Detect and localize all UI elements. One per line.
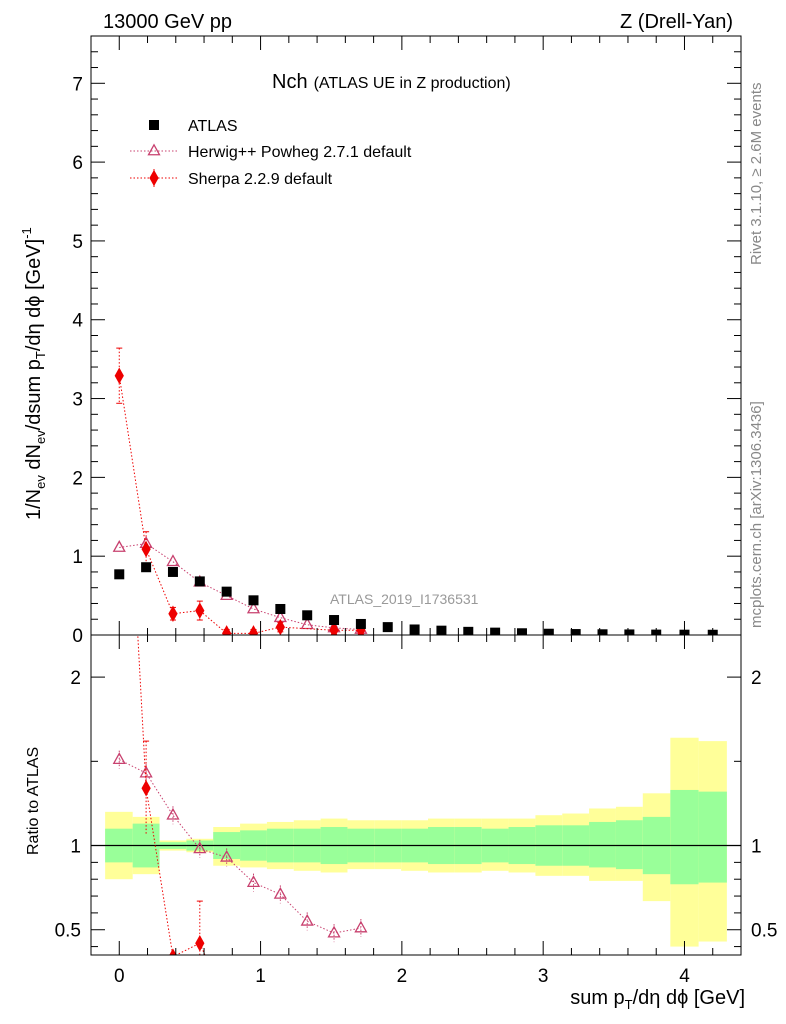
herwig-ratio-point <box>327 925 341 938</box>
sherpa-main-point <box>275 618 285 635</box>
axis-ticks <box>90 36 742 955</box>
atlas-data-point <box>624 629 635 635</box>
sherpa-main-point <box>141 540 151 558</box>
x-tick-label: 1 <box>255 966 266 987</box>
atlas-data-point <box>516 628 527 635</box>
legend: ATLAS Herwig++ Powheg 2.7.1 default Sherpa… <box>130 118 412 188</box>
atlas-data-point <box>355 618 366 629</box>
legend-label: Sherpa 2.2.9 default <box>188 171 333 188</box>
header-process: Z (Drell-Yan) <box>620 11 733 33</box>
herwig-ratio-point <box>112 752 126 765</box>
ratio-y-tick-label-left: 0.5 <box>55 921 81 942</box>
ratio-y-tick-label-left: 2 <box>70 668 81 689</box>
ratio-y-tick-label-right: 2 <box>751 668 762 689</box>
main-y-axis-label: 1/Nev dNev/dsum pT/dη dϕ [GeV]-1 <box>19 227 48 520</box>
x-tick-label: 3 <box>538 966 549 987</box>
atlas-data-point <box>382 622 393 633</box>
sherpa-ratio-point <box>115 287 124 304</box>
x-tick-label: 4 <box>679 966 690 987</box>
atlas-data-point <box>463 626 474 635</box>
ratio-plot-frame <box>90 634 742 956</box>
sherpa-main-line <box>118 375 361 634</box>
atlas-data-point <box>302 610 313 621</box>
main-plot-data <box>112 347 718 635</box>
main-y-tick-label: 2 <box>72 468 83 489</box>
main-y-tick-label: 1 <box>72 547 83 568</box>
herwig-ratio-point <box>193 841 207 854</box>
atlas-data-point <box>114 569 125 580</box>
mcplots-label: mcplots.cern.ch [arXiv:1306.3436] <box>748 401 765 628</box>
ratio-plot-data <box>112 287 368 1014</box>
sherpa-ratio-point <box>222 997 231 1014</box>
main-y-tick-label: 4 <box>72 311 83 332</box>
sherpa-main-point <box>222 625 232 635</box>
ratio-y-axis-label: Ratio to ATLAS <box>25 747 42 855</box>
plot-subtitle: (ATLAS UE in Z production) <box>314 75 511 92</box>
sherpa-main-point <box>195 602 205 619</box>
legend-sherpa-marker <box>149 169 159 187</box>
legend-label: ATLAS <box>188 118 238 135</box>
main-y-tick-label: 3 <box>72 390 83 411</box>
main-y-tick-label: 7 <box>72 74 83 95</box>
herwig-ratio-point <box>166 807 180 820</box>
legend-label: Herwig++ Powheg 2.7.1 default <box>188 144 412 161</box>
legend-atlas-marker <box>149 120 159 130</box>
ratio-y-tick-label-left: 1 <box>70 837 81 858</box>
atlas-data-point <box>194 576 205 587</box>
herwig-main-point <box>166 554 180 567</box>
ratio-y-tick-label-right: 0.5 <box>751 921 777 942</box>
ratio-inner-band-segment <box>615 820 643 870</box>
ratio-y-tick-label-right: 1 <box>751 837 762 858</box>
ratio-uncertainty-bands <box>91 737 741 947</box>
atlas-data-point <box>329 615 340 626</box>
atlas-data-point <box>248 595 259 606</box>
sherpa-ratio-point <box>249 997 258 1014</box>
x-tick-label: 0 <box>114 966 125 987</box>
atlas-data-point <box>167 566 178 577</box>
main-y-tick-label: 0 <box>72 626 83 647</box>
sherpa-ratio-point <box>169 948 177 955</box>
main-y-tick-label: 6 <box>72 153 83 174</box>
atlas-data-point <box>275 603 286 614</box>
sherpa-main-point <box>329 622 339 635</box>
herwig-main-line <box>119 543 361 630</box>
x-axis-label: sum pT/dη dϕ [GeV] <box>570 987 745 1012</box>
sherpa-main-point <box>248 625 259 635</box>
herwig-ratio-point <box>246 875 261 887</box>
plot-title: Nch (ATLAS UE in Z production) <box>272 71 511 93</box>
sherpa-ratio-point <box>195 934 205 952</box>
herwig-main-point <box>112 540 126 552</box>
herwig-ratio-line <box>119 759 361 934</box>
herwig-ratio-point <box>354 920 368 933</box>
atlas-data-point <box>570 629 581 635</box>
atlas-data-point <box>409 624 420 635</box>
analysis-watermark: ATLAS_2019_I1736531 <box>330 591 479 607</box>
plot-title-text: Nch <box>272 71 308 93</box>
ratio-inner-band-segment <box>589 821 616 868</box>
sherpa-main-point <box>114 367 124 384</box>
atlas-data-point <box>221 586 232 597</box>
atlas-data-point <box>490 627 501 635</box>
ratio-inner-band-segment <box>698 791 727 883</box>
axis-tick-labels: 0 1 2 3 4 0 1 2 3 4 5 6 7 0.5 0.5 1 1 2 2 <box>55 74 778 987</box>
sherpa-ratio-point <box>141 780 151 797</box>
herwig-ratio-point <box>273 886 287 899</box>
atlas-data-point <box>436 625 447 635</box>
herwig-ratio-point <box>220 849 234 862</box>
sherpa-main-point <box>168 605 178 622</box>
atlas-data-point <box>597 629 608 635</box>
herwig-main-point <box>246 601 261 614</box>
legend-herwig-marker <box>147 143 161 156</box>
rivet-version-label: Rivet 3.1.10, ≥ 2.6M events <box>748 83 765 266</box>
main-y-tick-label: 5 <box>72 232 83 253</box>
herwig-ratio-point <box>300 913 314 926</box>
header-energy: 13000 GeV pp <box>103 11 232 33</box>
x-tick-label: 2 <box>397 966 408 987</box>
atlas-data-point <box>141 562 152 573</box>
ratio-inner-band-segment <box>670 789 699 885</box>
atlas-data-point <box>543 628 554 635</box>
